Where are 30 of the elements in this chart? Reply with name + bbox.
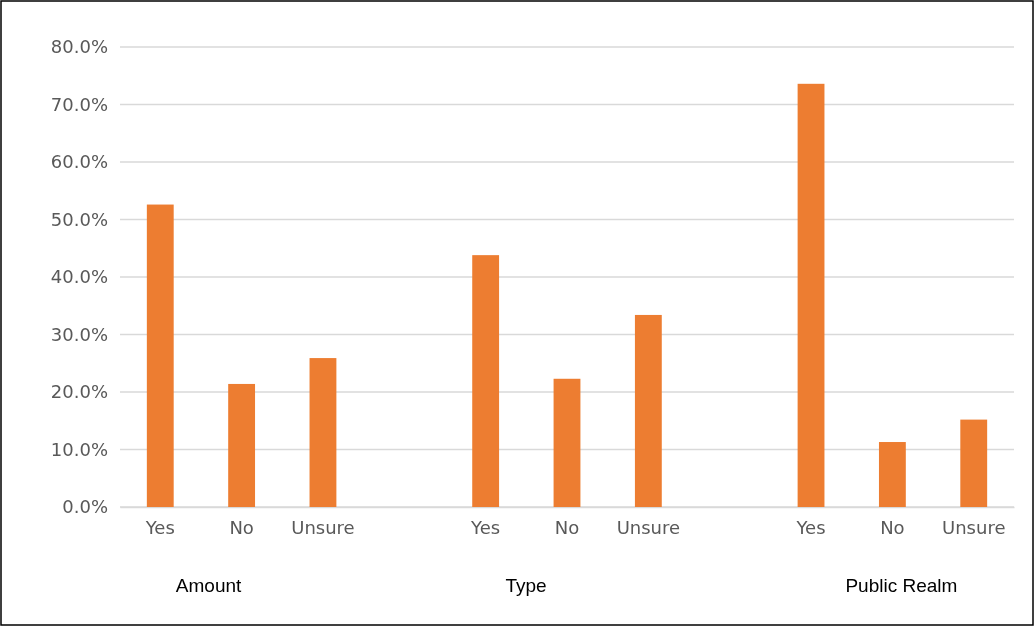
x-tick-label: Unsure [942,516,1006,538]
y-tick-label: 10.0% [50,438,108,460]
bar [797,83,825,507]
y-tick-label: 0.0% [62,496,108,518]
bar [309,358,337,507]
x-tick-label: No [229,516,254,538]
x-tick-label: Yes [470,516,501,538]
bar [960,419,988,507]
bar [634,314,662,507]
y-tick-label: 80.0% [50,36,108,58]
x-tick-label: Unsure [616,516,681,538]
bar [553,378,581,507]
x-tick-label: Yes [795,516,826,538]
bar [228,383,256,507]
text: Public Realm [845,575,958,596]
text: Type [505,575,547,596]
y-tick-label: 50.0% [50,208,108,230]
y-tick-label: 40.0% [50,266,108,288]
text: Amount [175,575,243,596]
x-tick-label: Unsure [291,516,355,538]
y-tick-label: 70.0% [50,93,108,115]
x-tick-label: Yes [144,516,175,538]
bar [146,204,174,507]
y-tick-label: 60.0% [50,151,108,173]
y-tick-label: 30.0% [50,323,108,345]
x-tick-label: No [880,516,905,538]
bar [472,255,500,507]
bar [878,442,906,507]
y-tick-label: 20.0% [50,381,108,403]
x-tick-label: No [554,516,580,538]
